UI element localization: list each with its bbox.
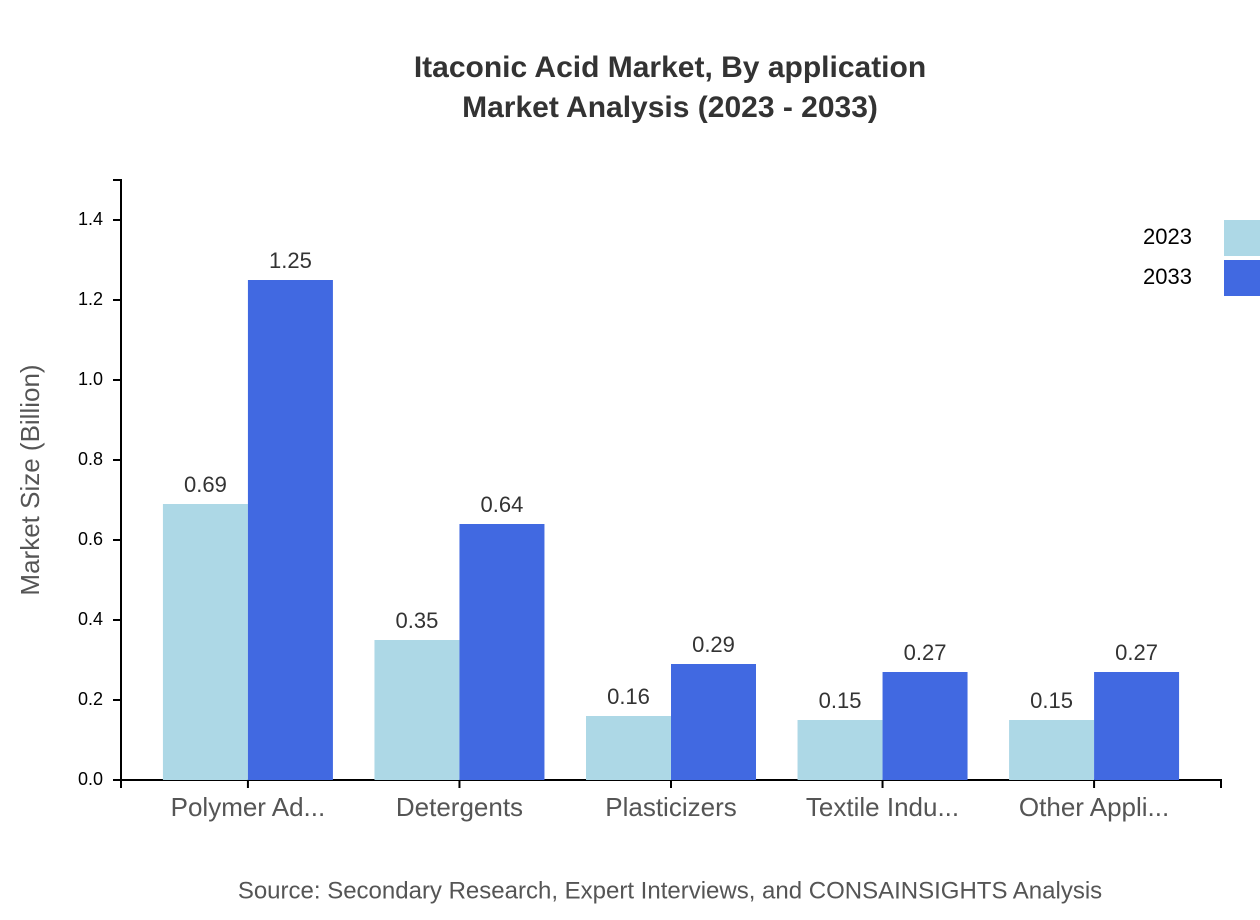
x-tick-label: Plasticizers — [605, 792, 736, 822]
value-label: 0.16 — [607, 684, 650, 709]
bar — [459, 524, 545, 780]
value-label: 0.64 — [481, 492, 524, 517]
y-tick-label: 0.8 — [78, 449, 103, 469]
y-tick-label: 1.4 — [78, 209, 103, 229]
x-tick-label: Detergents — [396, 792, 523, 822]
bar — [1009, 720, 1095, 780]
y-tick-label: 0.4 — [78, 609, 103, 629]
y-tick-label: 1.0 — [78, 369, 103, 389]
legend-swatch — [1224, 260, 1260, 296]
value-label: 0.15 — [819, 688, 862, 713]
value-label: 0.35 — [396, 608, 439, 633]
y-tick-label: 0.2 — [78, 689, 103, 709]
bar — [586, 716, 671, 780]
legend-label: 2023 — [1143, 224, 1192, 249]
x-tick-label: Other Appli... — [1019, 792, 1169, 822]
source-note: Source: Secondary Research, Expert Inter… — [238, 877, 1102, 904]
value-label: 0.29 — [692, 632, 735, 657]
y-axis — [113, 179, 122, 781]
chart-subtitle: Market Analysis (2023 - 2033) — [462, 91, 878, 124]
bar — [374, 640, 460, 780]
y-tick-label: 0.6 — [78, 529, 103, 549]
value-label: 1.25 — [269, 248, 312, 273]
y-axis-label: Market Size (Billion) — [15, 364, 45, 595]
legend-label: 2033 — [1143, 264, 1192, 289]
value-label: 0.69 — [184, 472, 227, 497]
x-tick-label: Textile Indu... — [806, 792, 959, 822]
legend-swatch — [1224, 220, 1260, 256]
bar — [671, 664, 756, 780]
chart-title: Itaconic Acid Market, By application — [414, 51, 926, 84]
value-label: 0.27 — [904, 640, 947, 665]
value-label: 0.27 — [1115, 640, 1158, 665]
y-tick-label: 1.2 — [78, 289, 103, 309]
bar — [882, 672, 968, 780]
x-tick-label: Polymer Ad... — [171, 792, 326, 822]
y-tick-label: 0.0 — [78, 769, 103, 789]
value-label: 0.15 — [1030, 688, 1073, 713]
bar — [797, 720, 883, 780]
bar — [247, 280, 333, 780]
bar — [162, 504, 248, 780]
bar — [1094, 672, 1180, 780]
